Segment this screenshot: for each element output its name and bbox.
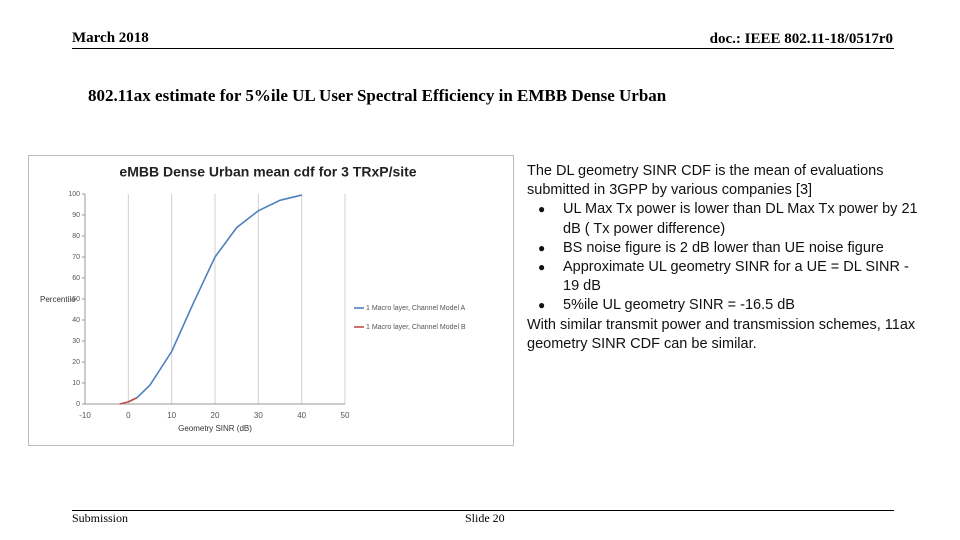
x-tick-label: 30 bbox=[254, 411, 263, 420]
footer-center: Slide 20 bbox=[465, 511, 505, 525]
y-tick-label: 0 bbox=[76, 401, 80, 408]
y-tick-label: 10 bbox=[72, 380, 80, 387]
legend-label: 1 Macro layer, Channel Model A bbox=[366, 305, 466, 312]
bullet: 5%ile UL geometry SINR = -16.5 dB bbox=[538, 296, 925, 315]
x-tick-label: 20 bbox=[211, 411, 220, 420]
chart: eMBB Dense Urban mean cdf for 3 TRxP/sit… bbox=[28, 155, 514, 446]
body-closing: With similar transmit power and transmis… bbox=[527, 316, 916, 352]
bullet: BS noise figure is 2 dB lower than UE no… bbox=[538, 239, 925, 258]
body-intro: The DL geometry SINR CDF is the mean of … bbox=[527, 163, 884, 199]
y-tick-label: 100 bbox=[68, 191, 80, 198]
header-date: March 2018 bbox=[72, 30, 149, 46]
x-tick-label: 40 bbox=[297, 411, 306, 420]
y-axis-label: Percentile bbox=[40, 295, 76, 304]
header-doc: doc.: IEEE 802.11-18/0517r0 bbox=[709, 31, 893, 47]
series-line bbox=[127, 194, 302, 403]
bullet: UL Max Tx power is lower than DL Max Tx … bbox=[538, 200, 925, 238]
footer-left: Submission bbox=[72, 511, 129, 525]
bullet-list: UL Max Tx power is lower than DL Max Tx … bbox=[527, 200, 925, 315]
y-tick-label: 30 bbox=[72, 338, 80, 345]
y-tick-label: 50 bbox=[72, 296, 80, 303]
footer-rule bbox=[72, 510, 894, 511]
body-text: The DL geometry SINR CDF is the mean of … bbox=[527, 162, 925, 354]
header-rule bbox=[72, 48, 894, 49]
y-tick-label: 80 bbox=[72, 233, 80, 240]
chart-frame bbox=[28, 155, 514, 446]
y-tick-label: 20 bbox=[72, 359, 80, 366]
x-axis-label: Geometry SINR (dB) bbox=[178, 424, 252, 433]
series-line bbox=[119, 396, 138, 405]
bullet: Approximate UL geometry SINR for a UE = … bbox=[538, 258, 925, 296]
x-tick-label: 50 bbox=[341, 411, 350, 420]
x-tick-label: -10 bbox=[79, 411, 91, 420]
y-tick-label: 70 bbox=[72, 254, 80, 261]
x-tick-label: 0 bbox=[126, 411, 131, 420]
legend-label: 1 Macro layer, Channel Model B bbox=[366, 324, 466, 331]
chart-title: eMBB Dense Urban mean cdf for 3 TRxP/sit… bbox=[119, 164, 416, 180]
y-tick-label: 40 bbox=[72, 317, 80, 324]
slide-title: 802.11ax estimate for 5%ile UL User Spec… bbox=[88, 86, 667, 105]
y-tick-label: 60 bbox=[72, 275, 80, 282]
y-tick-label: 90 bbox=[72, 212, 80, 219]
x-tick-label: 10 bbox=[167, 411, 176, 420]
